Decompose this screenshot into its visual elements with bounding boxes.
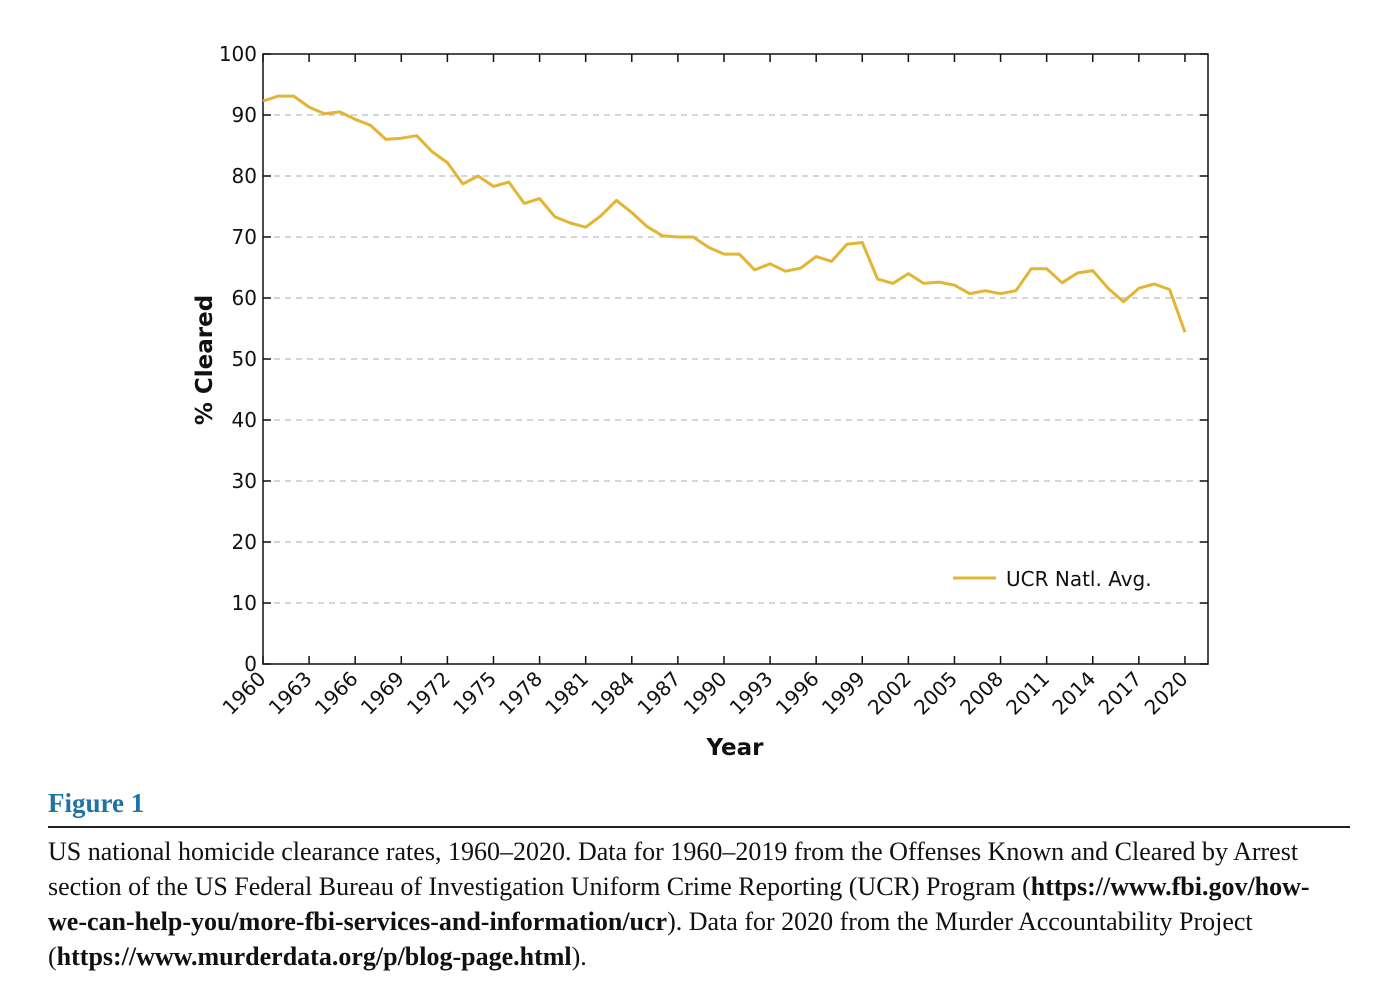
- x-tick-label: 1978: [494, 667, 547, 720]
- series-lines: [262, 94, 1187, 333]
- x-tick-label: 2020: [1140, 667, 1193, 720]
- x-tick-label: 2008: [955, 667, 1008, 720]
- y-axis-title: % Cleared: [192, 295, 218, 425]
- x-tick-label: 1993: [725, 667, 778, 720]
- caption-text: ). Data for 2020 from the Murder Account…: [48, 907, 1253, 971]
- x-tick-label: 1987: [632, 667, 685, 720]
- x-tick-label: 1966: [310, 667, 363, 720]
- caption-text: US national homicide clearance rates, 19…: [48, 837, 1299, 901]
- y-tick-label: 50: [232, 347, 257, 371]
- figure-label: Figure 1: [48, 788, 145, 818]
- y-tick-label: 100: [219, 42, 257, 66]
- y-tick-label: 0: [244, 652, 257, 676]
- legend: UCR Natl. Avg.: [953, 567, 1152, 591]
- x-tick-label: 2011: [1001, 667, 1054, 720]
- x-tick-label: 1984: [586, 667, 639, 720]
- caption-link-murderdata[interactable]: https://www.murderdata.org/p/blog-page.h…: [56, 942, 572, 971]
- x-tick-label: 2014: [1047, 667, 1100, 720]
- x-axis-title: Year: [705, 735, 764, 761]
- caption-link-fbi[interactable]: https://www.fbi.gov/how-we-can-help-you/…: [48, 872, 1310, 936]
- x-tick-label: 1981: [540, 667, 593, 720]
- y-tick-label: 10: [232, 591, 257, 615]
- x-tick-label: 1963: [264, 667, 317, 720]
- plot-frame: [262, 53, 1209, 665]
- caption-divider: [48, 826, 1350, 828]
- x-tick-label: 1996: [771, 667, 824, 720]
- x-tick-label: 2005: [909, 667, 962, 720]
- caption-text: ).: [571, 942, 587, 971]
- legend-label: UCR Natl. Avg.: [1006, 567, 1152, 591]
- x-tick-label: 2017: [1093, 667, 1146, 720]
- figure-caption: US national homicide clearance rates, 19…: [48, 834, 1348, 974]
- y-tick-label: 90: [232, 103, 257, 127]
- y-axis-ticks: 0 10 20 30 40 50 60 70 80 90 100: [219, 42, 1208, 676]
- y-tick-label: 60: [232, 286, 257, 310]
- x-tick-label: 1975: [448, 667, 501, 720]
- y-tick-label: 20: [232, 530, 257, 554]
- x-tick-label: 1999: [817, 667, 870, 720]
- y-tick-label: 70: [232, 225, 257, 249]
- y-tick-label: 40: [232, 408, 257, 432]
- x-axis-ticks: 1960196319661969197219751978198119841987…: [218, 54, 1193, 720]
- gridlines: [263, 114, 1208, 604]
- x-tick-label: 1990: [679, 667, 732, 720]
- x-tick-label: 1972: [402, 667, 455, 720]
- series-line-ucr-natl-avg: [262, 94, 1187, 333]
- x-tick-label: 1969: [356, 667, 409, 720]
- y-tick-label: 80: [232, 164, 257, 188]
- y-tick-label: 30: [232, 469, 257, 493]
- x-tick-label: 2002: [863, 667, 916, 720]
